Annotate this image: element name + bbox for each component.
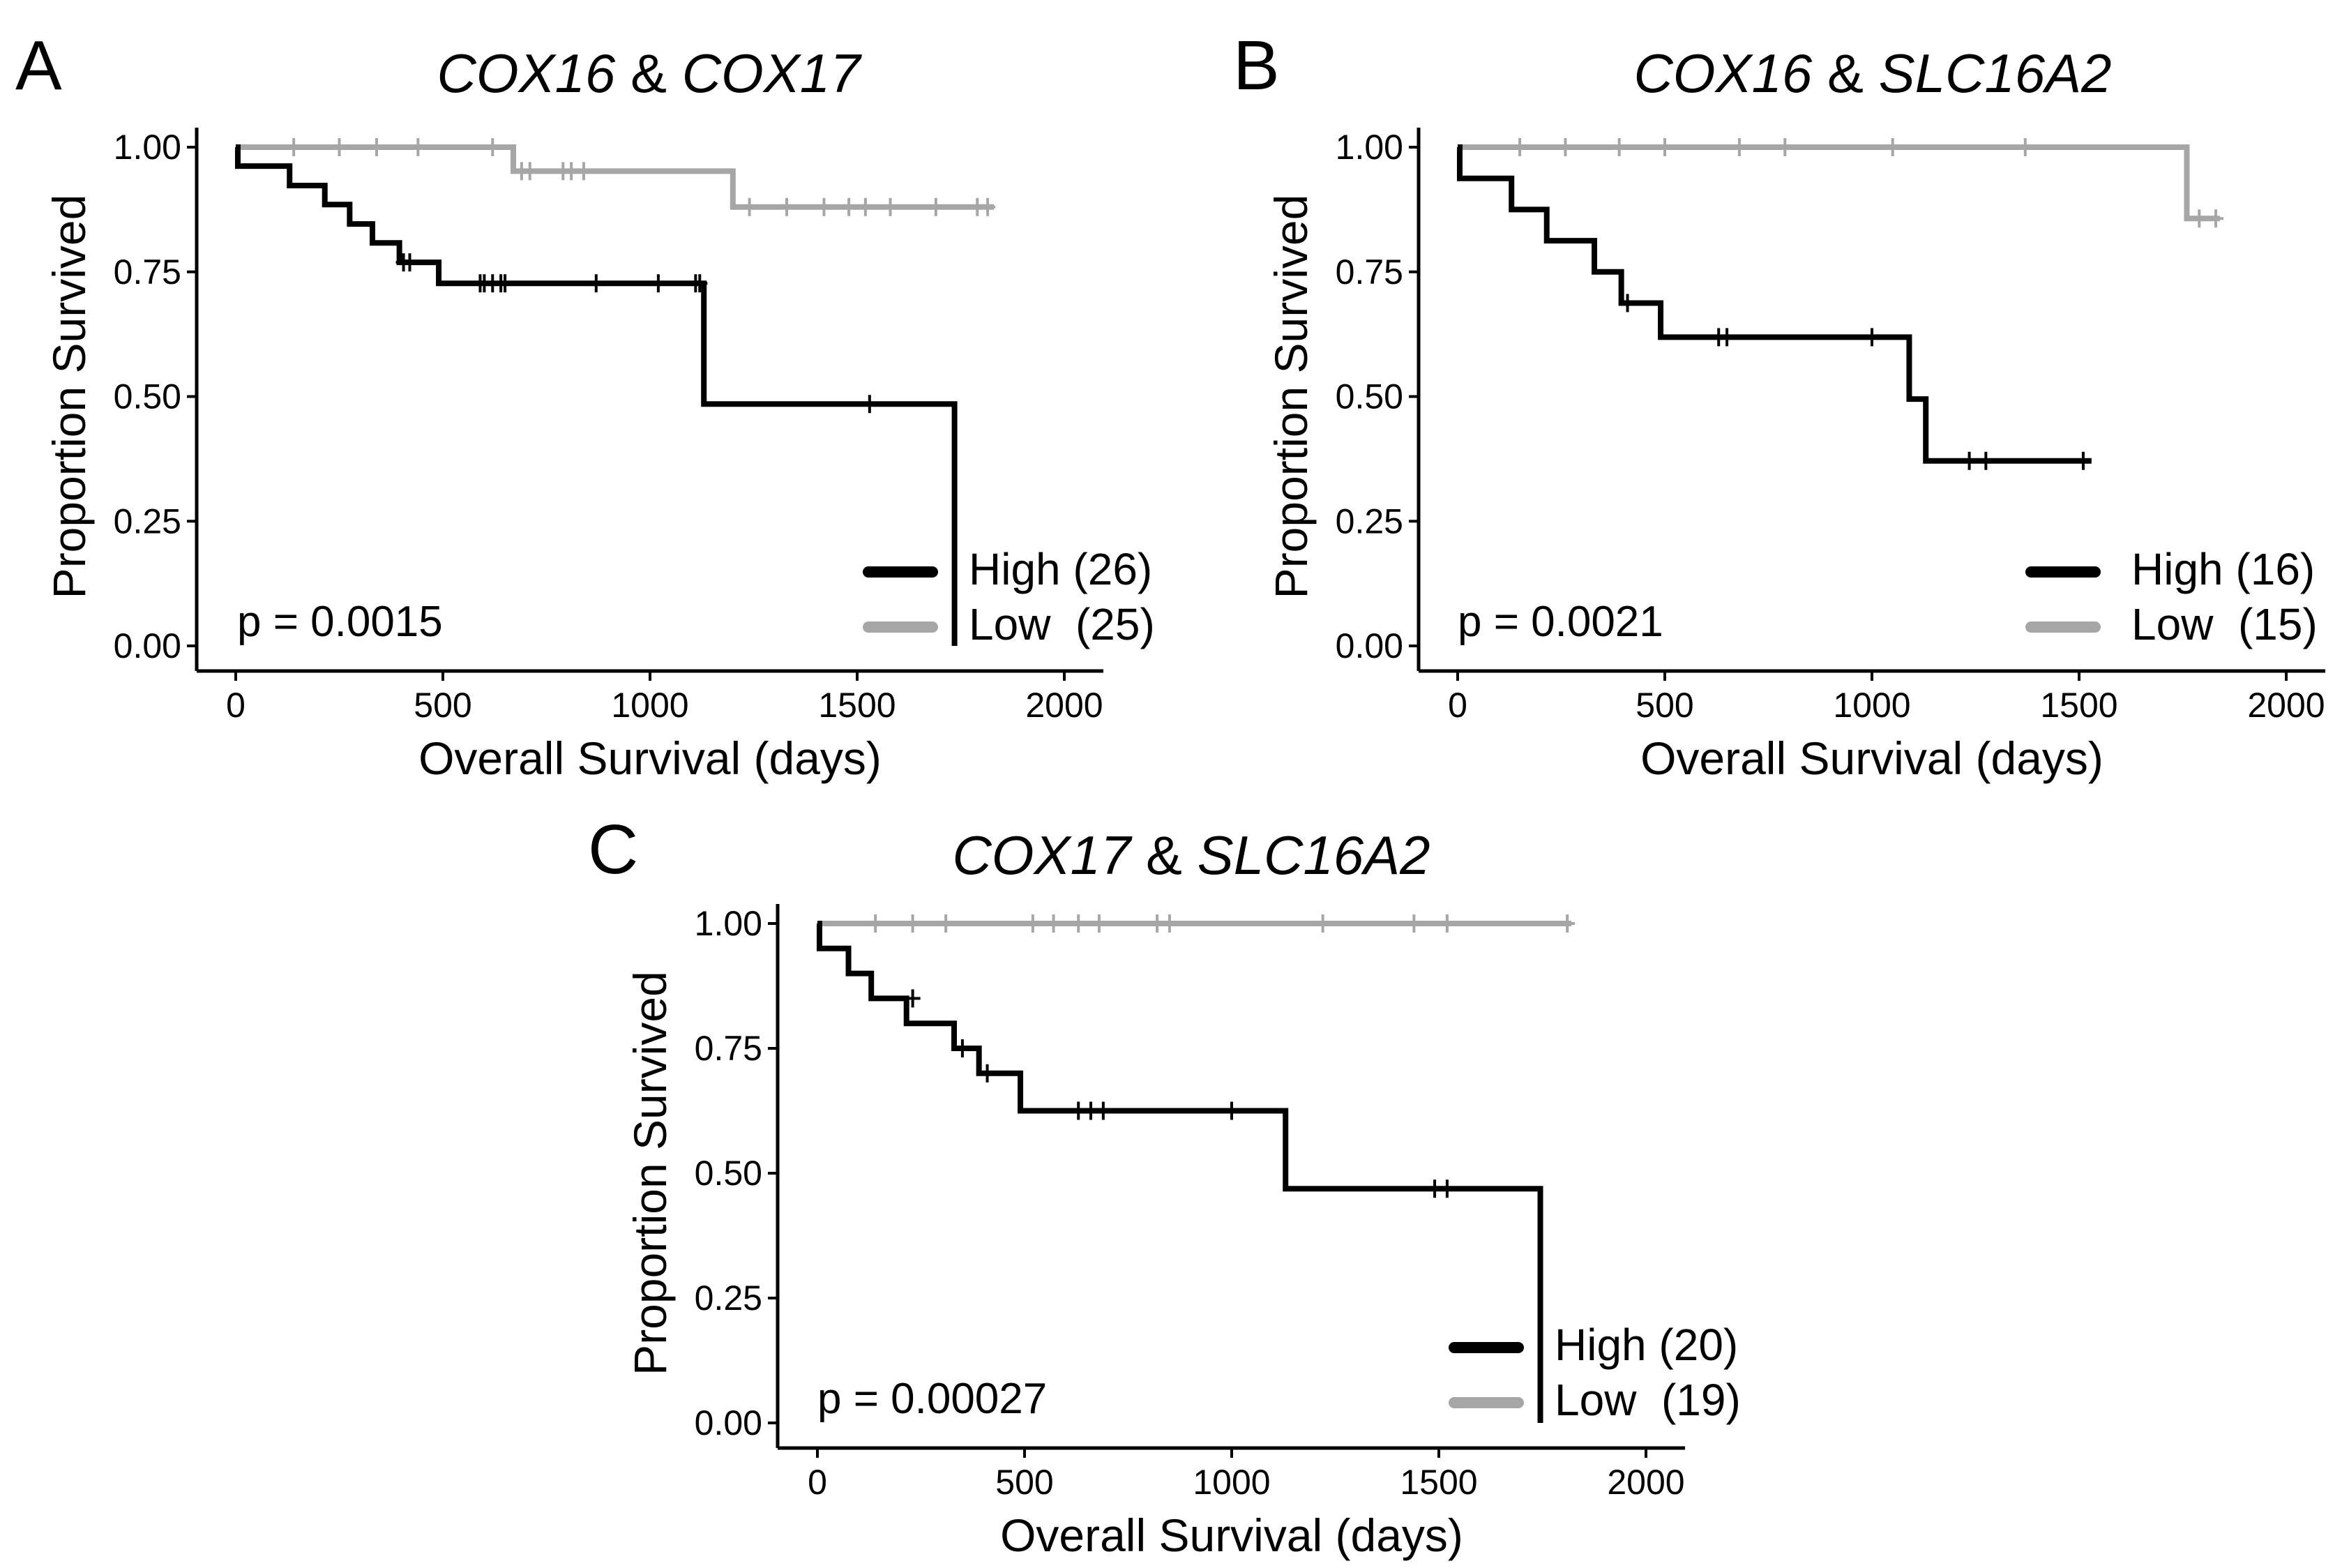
legend: High (26)Low (25) xyxy=(863,544,1155,649)
x-tick-label: 1500 xyxy=(818,686,896,725)
legend-label-low: Low (25) xyxy=(969,599,1155,649)
title-gene-2: SLC16A2 xyxy=(1198,824,1430,886)
x-axis-label: Overall Survival (days) xyxy=(1000,1509,1463,1561)
x-tick-label: 2000 xyxy=(1025,686,1103,725)
legend-label-low: Low (15) xyxy=(2131,599,2318,649)
title-gene-1: COX17 xyxy=(952,824,1132,886)
title-gene-2: COX17 xyxy=(682,43,862,104)
y-tick-label: 0.00 xyxy=(114,626,181,665)
y-tick-label: 0.75 xyxy=(114,252,181,292)
title-gene-2: SLC16A2 xyxy=(1879,43,2112,104)
y-tick-label: 0.50 xyxy=(695,1154,762,1193)
km-curve-low xyxy=(1458,144,2220,222)
y-tick-label: 0.25 xyxy=(695,1279,762,1318)
y-tick-label: 1.00 xyxy=(114,128,181,167)
title-separator: & xyxy=(1812,43,1878,104)
panel-letter: B xyxy=(1233,27,1280,105)
series-high xyxy=(816,921,1543,1423)
panel-letter: C xyxy=(588,811,638,889)
x-axis-label: Overall Survival (days) xyxy=(418,732,882,784)
series-high xyxy=(1456,144,2092,470)
p-value: p = 0.0021 xyxy=(1458,598,1663,646)
legend-label-high: High (26) xyxy=(969,544,1152,594)
y-tick-label: 1.00 xyxy=(1336,128,1403,167)
x-tick-label: 0 xyxy=(1448,686,1467,725)
series-low xyxy=(1458,138,2224,228)
title-separator: & xyxy=(615,43,681,104)
km-curve-high xyxy=(234,144,958,646)
x-tick-label: 1500 xyxy=(1400,1463,1477,1502)
x-tick-label: 1500 xyxy=(2040,686,2117,725)
km-curve-high xyxy=(816,921,1543,1423)
y-axis-label: Proportion Survived xyxy=(624,971,676,1375)
x-tick-label: 500 xyxy=(414,686,471,725)
x-tick-label: 500 xyxy=(1636,686,1693,725)
p-value: p = 0.0015 xyxy=(237,598,443,646)
legend: High (16)Low (15) xyxy=(2025,544,2318,649)
series-low xyxy=(236,138,996,216)
y-tick-label: 1.00 xyxy=(695,904,762,943)
title-gene-1: COX16 xyxy=(1633,43,1812,104)
legend-label-high: High (16) xyxy=(2131,544,2315,594)
chart-title: COX16 & SLC16A2 xyxy=(1633,43,2111,104)
series-low xyxy=(817,914,1576,933)
title-separator: & xyxy=(1131,824,1197,886)
legend: High (20)Low (19) xyxy=(1449,1320,1741,1425)
y-tick-label: 0.25 xyxy=(1336,502,1403,541)
y-tick-label: 0.75 xyxy=(1336,252,1403,292)
km-curve-high xyxy=(1456,144,2092,464)
legend-label-high: High (20) xyxy=(1555,1320,1738,1370)
x-tick-label: 1000 xyxy=(611,686,688,725)
series-high xyxy=(234,144,958,646)
y-axis-label: Proportion Survived xyxy=(1265,195,1317,599)
x-tick-label: 1000 xyxy=(1833,686,1910,725)
panel-a: A COX16 & COX17 0.00 0.25 0.50 0.75 1.00 0 500 10… xyxy=(15,27,1155,784)
y-tick-label: 0.75 xyxy=(695,1029,762,1068)
y-tick-label: 0.50 xyxy=(1336,377,1403,416)
panel-b: B COX16 & SLC16A2 0.00 0.25 0.50 0.75 1.00 0 500… xyxy=(1233,27,2325,784)
p-value: p = 0.00027 xyxy=(817,1375,1047,1423)
x-tick-label: 2000 xyxy=(1607,1463,1684,1502)
x-tick-label: 0 xyxy=(808,1463,827,1502)
x-tick-label: 2000 xyxy=(2247,686,2325,725)
y-tick-label: 0.25 xyxy=(114,502,181,541)
title-gene-1: COX16 xyxy=(437,43,616,104)
x-axis-label: Overall Survival (days) xyxy=(1640,732,2103,784)
chart-title: COX17 & SLC16A2 xyxy=(952,824,1430,886)
chart-title: COX16 & COX17 xyxy=(437,43,863,104)
y-tick-label: 0.00 xyxy=(695,1403,762,1442)
legend-label-low: Low (19) xyxy=(1555,1375,1741,1425)
y-tick-label: 0.00 xyxy=(1336,626,1403,665)
panel-c: C COX17 & SLC16A2 0.00 0.25 0.50 0.75 1.00 0 500… xyxy=(588,811,1741,1561)
y-tick-label: 0.50 xyxy=(114,377,181,416)
y-axis-label: Proportion Survived xyxy=(43,195,95,599)
x-tick-label: 0 xyxy=(226,686,246,725)
km-curve-low xyxy=(236,144,995,210)
x-tick-label: 1000 xyxy=(1193,1463,1270,1502)
panel-letter: A xyxy=(15,27,62,105)
x-tick-label: 500 xyxy=(995,1463,1053,1502)
